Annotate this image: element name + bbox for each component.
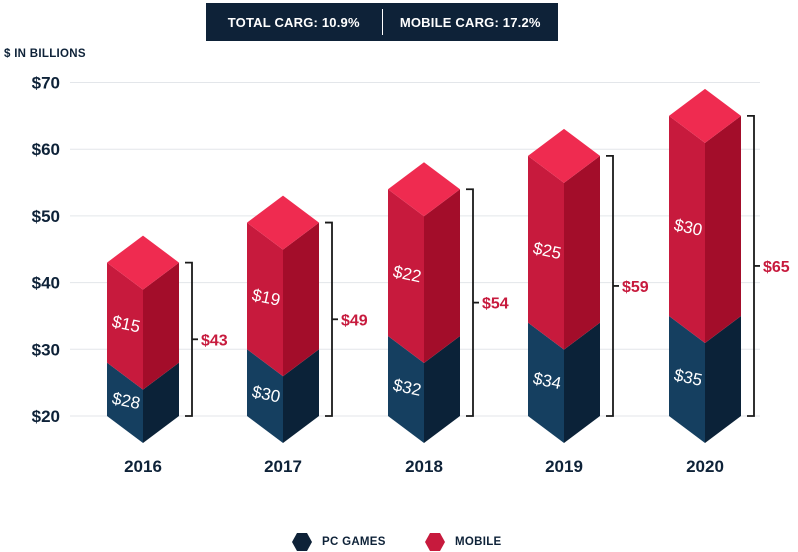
total-value-label: $59 bbox=[622, 279, 649, 296]
mobile-bar-side bbox=[705, 115, 741, 343]
mobile-bar-top bbox=[669, 88, 741, 143]
mobile-bar-side bbox=[424, 189, 460, 363]
total-bracket bbox=[606, 154, 614, 417]
mobile-bar-top bbox=[247, 195, 319, 250]
legend-item-mobile: MOBILE bbox=[425, 532, 502, 552]
total-bracket bbox=[325, 221, 333, 417]
x-axis-ticks: 2016 2017 2018 2019 2020 bbox=[124, 457, 724, 476]
x-tick-label: 2020 bbox=[686, 457, 724, 476]
mobile-bar-front bbox=[528, 155, 564, 350]
bar-group-2017: $30$19 bbox=[247, 195, 319, 443]
legend-pc-label: PC GAMES bbox=[322, 536, 386, 548]
y-tick-label: $60 bbox=[32, 140, 60, 159]
pc-bar-side bbox=[705, 315, 741, 443]
pc-bar-front bbox=[247, 349, 283, 443]
mobile-bar-front bbox=[107, 262, 143, 390]
total-bracket bbox=[466, 188, 474, 417]
y-axis-ticks: $20 $30 $40 $50 $60 $70 bbox=[32, 74, 60, 427]
legend-item-pc-games: PC GAMES bbox=[292, 532, 386, 552]
bar-group-2020: $35$30 bbox=[669, 88, 741, 443]
y-tick-label: $50 bbox=[32, 207, 60, 226]
y-tick-label: $30 bbox=[32, 340, 60, 359]
cagr-summary-box: TOTAL CARG: 10.9% MOBILE CARG: 17.2% bbox=[206, 3, 558, 41]
total-bracket bbox=[185, 261, 193, 417]
total-value-label: $65 bbox=[763, 259, 790, 276]
cagr-divider bbox=[381, 9, 383, 35]
pc-bar-front bbox=[669, 315, 705, 443]
pc-bar-front bbox=[528, 322, 564, 443]
bar-group-2018: $32$22 bbox=[388, 162, 460, 443]
mobile-bar-front bbox=[669, 115, 705, 343]
pc-bar-side bbox=[424, 335, 460, 443]
pc-bar-side bbox=[143, 362, 179, 443]
pc-bar-side bbox=[283, 349, 319, 443]
mobile-bar-top bbox=[528, 128, 600, 183]
mobile-bar-side bbox=[283, 222, 319, 377]
mobile-bar-front bbox=[247, 222, 283, 377]
mobile-bar-top bbox=[388, 162, 460, 217]
x-tick-label: 2019 bbox=[545, 457, 583, 476]
bar-group-2016: $28$15 bbox=[107, 235, 179, 443]
legend: PC GAMES MOBILE bbox=[0, 532, 798, 552]
total-bracket bbox=[747, 114, 755, 417]
total-value-label: $43 bbox=[201, 332, 228, 349]
bars: $28$15 $30$19 $32$22 $34$25 $35$30 bbox=[107, 88, 741, 443]
mobile-bar-front bbox=[388, 189, 424, 363]
pc-bar-front bbox=[107, 362, 143, 443]
mobile-bar-side bbox=[143, 262, 179, 390]
y-tick-label: $20 bbox=[32, 407, 60, 426]
bar-group-2019: $34$25 bbox=[528, 128, 600, 443]
total-value-label: $49 bbox=[341, 312, 368, 329]
y-axis-unit-label: $ IN BILLIONS bbox=[4, 48, 86, 60]
pc-bar-front bbox=[388, 335, 424, 443]
x-tick-label: 2016 bbox=[124, 457, 162, 476]
y-tick-label: $40 bbox=[32, 274, 60, 293]
total-cagr-label: TOTAL CARG: 10.9% bbox=[227, 14, 360, 30]
legend-mobile-label: MOBILE bbox=[455, 536, 502, 548]
x-tick-label: 2018 bbox=[405, 457, 443, 476]
pc-games-hexagon-icon bbox=[292, 533, 312, 551]
mobile-hexagon-icon bbox=[425, 533, 445, 551]
mobile-bar-side bbox=[564, 155, 600, 350]
y-tick-label: $70 bbox=[32, 74, 60, 93]
pc-bar-side bbox=[564, 322, 600, 443]
total-brackets: $43 $49 $54 $59 $65 bbox=[185, 114, 790, 417]
mobile-cagr-label: MOBILE CARG: 17.2% bbox=[399, 14, 541, 30]
x-tick-label: 2017 bbox=[264, 457, 302, 476]
total-value-label: $54 bbox=[482, 296, 509, 313]
mobile-bar-top bbox=[107, 235, 179, 290]
